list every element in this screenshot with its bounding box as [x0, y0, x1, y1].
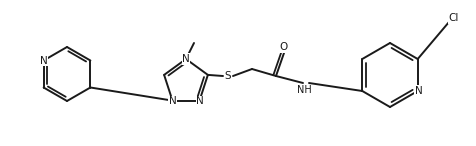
- Text: N: N: [40, 55, 48, 66]
- Text: N: N: [182, 54, 190, 64]
- Text: O: O: [280, 42, 288, 52]
- Text: S: S: [225, 71, 231, 81]
- Text: N: N: [196, 96, 204, 106]
- Text: N: N: [169, 96, 176, 106]
- Text: N: N: [415, 86, 423, 96]
- Text: Cl: Cl: [449, 13, 459, 23]
- Text: NH: NH: [297, 85, 311, 95]
